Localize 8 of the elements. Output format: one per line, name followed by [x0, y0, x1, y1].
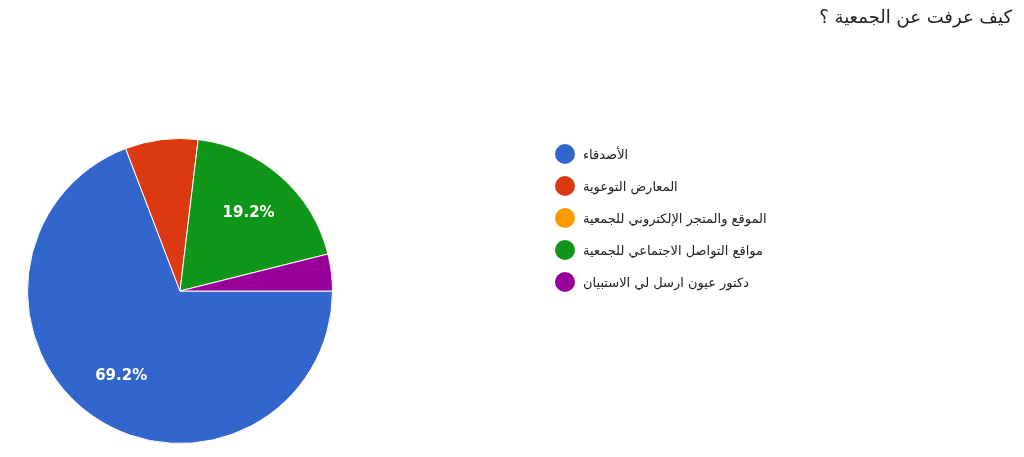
data-label: 69.2% [95, 366, 148, 385]
text: كيف عرفت عن الجمعية ؟ [819, 6, 1012, 27]
legend-label: مواقع التواصل الاجتماعي للجمعية [583, 242, 763, 258]
legend-label: المعارض التوعوية [583, 178, 678, 194]
data-label: 19.2% [222, 203, 275, 222]
legend-label: الموقع والمتجر الإلكتروني للجمعية [583, 210, 767, 226]
legend-label: الأصدقاء [583, 146, 629, 162]
legend-label: دكتور عيون ارسل لي الاستبيان [583, 274, 749, 290]
